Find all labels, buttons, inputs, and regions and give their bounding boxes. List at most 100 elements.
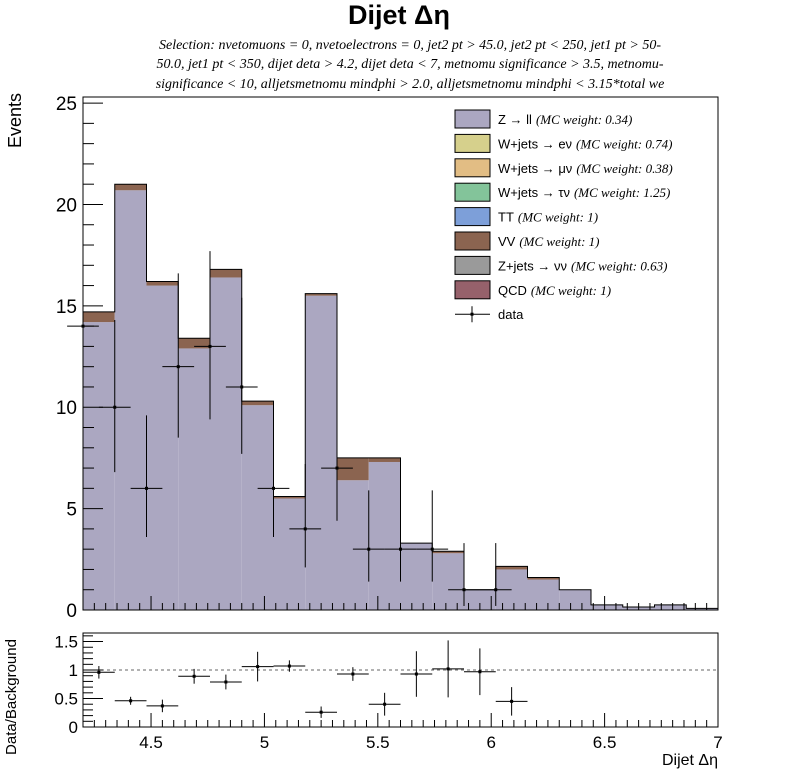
ratio-point [319,710,323,714]
ratio-y-tick-label: 0.5 [54,690,78,709]
legend-swatch-wmv [454,158,491,178]
chart-title: Dijet Δη [348,0,450,30]
ratio-y-tick-label: 0 [69,718,78,737]
legend-swatch-wev [454,133,491,153]
ratio-point [224,680,228,684]
data-point [399,547,402,551]
y-axis-label: Events [5,93,25,148]
legend-swatch-qcd [454,280,491,300]
legend-entry-data: data [498,307,524,322]
legend-weight: (MC weight: 0.38) [576,161,672,176]
bar-vv [114,184,147,191]
bar-zll [464,589,496,610]
legend-label: Z → ll [498,112,532,127]
x-tick-label: 6 [486,733,495,752]
legend-label: data [498,307,524,322]
legend-label: W+jets → μν [498,161,572,176]
bar-zll [83,322,115,610]
bar-zll [114,190,147,611]
ratio-point [383,702,387,706]
y-tick-label: 0 [66,601,77,622]
x-tick-label: 4.5 [139,733,163,752]
y-tick-label: 15 [56,297,77,318]
bar-vv [146,281,179,286]
legend-swatch-vv [454,231,491,251]
x-tick-label: 7 [713,733,722,752]
selection-line-3: significance < 10, alljetsmetnomu mindph… [155,77,665,92]
bar-vv [527,577,560,580]
bar-zll [559,589,591,610]
y-tick-label: 10 [56,398,77,419]
legend-label: VV [498,234,516,249]
bar-vv [495,566,528,570]
ratio-point [287,664,291,668]
y-tick-label: 25 [56,94,77,115]
data-point [303,527,307,531]
bar-vv [178,338,210,349]
data-point [272,486,275,490]
ratio-point [478,670,482,674]
bar-zll [527,579,560,610]
ratio-y-tick-label: 1.5 [54,633,78,652]
data-point [208,344,212,348]
ratio-point [160,704,164,708]
y-tick-label: 20 [56,195,77,216]
data-point [335,466,339,470]
data-point [367,547,371,551]
legend-weight: (MC weight: 0.74) [576,136,672,151]
legend-label: W+jets → eν [498,136,572,151]
legend-entry-znn: Z+jets → νν (MC weight: 0.63) [498,258,667,273]
legend-swatch-tt [454,207,491,227]
selection-line-1: Selection: nvetomuons = 0, nvetoelectron… [158,38,661,53]
x-axis-label: Dijet Δη [662,752,718,769]
legend-weight: (MC weight: 0.34) [536,112,632,127]
legend-entry-vv: VV (MC weight: 1) [498,234,600,249]
ratio-point [256,665,260,669]
bar-vv [83,311,115,323]
bar-zll [654,604,687,610]
legend-weight: (MC weight: 1) [518,210,598,225]
main-axes: 0 5 10 15 20 25 Events [5,93,719,622]
legend-entry-wev: W+jets → eν (MC weight: 0.74) [498,136,672,151]
x-tick-label: 6.5 [593,733,617,752]
data-point [430,547,434,551]
bar-zll [146,285,179,610]
data-point [494,588,498,592]
bar-zll [305,295,337,610]
legend-label: W+jets → τν [498,185,570,200]
y-tick-label: 5 [66,500,77,521]
legend-label: QCD [498,283,527,298]
bar-vv [432,551,464,554]
legend-entry-qcd: QCD (MC weight: 1) [498,283,611,298]
bar-zll [210,277,242,610]
x-tick-label: 5 [260,733,269,752]
ratio-frame [82,632,719,728]
selection-line-2: 50.0, jet1 pt < 350, dijet deta > 4.2, d… [156,57,664,72]
bar-zll [686,608,718,610]
main-histogram [82,183,719,611]
bar-vv [368,457,401,462]
data-point [462,588,466,592]
legend-weight: (MC weight: 1) [531,283,611,298]
legend-entry-wtv: W+jets → τν (MC weight: 1.25) [498,185,670,200]
legend-swatch-zll [454,109,491,129]
bar-zll [273,498,306,610]
legend-swatch-wtv [454,182,491,202]
ratio-point [446,667,450,671]
bar-zll [241,405,274,610]
legend-entry-zll: Z → ll (MC weight: 0.34) [498,112,632,127]
bar-vv [337,457,369,481]
bar-vv [241,401,274,406]
ratio-point [510,699,514,703]
data-point [113,405,117,409]
legend: Z → ll (MC weight: 0.34) W+jets → eν (MC we… [454,109,673,323]
bar-zll [432,553,464,610]
ratio-y-tick-label: 1 [69,661,78,680]
legend-weight: (MC weight: 1.25) [574,185,670,200]
ratio-point [414,672,418,676]
legend-swatch-znn [454,255,491,275]
bar-zll [368,461,401,610]
bar-zll [337,480,369,610]
ratio-point [97,670,101,674]
